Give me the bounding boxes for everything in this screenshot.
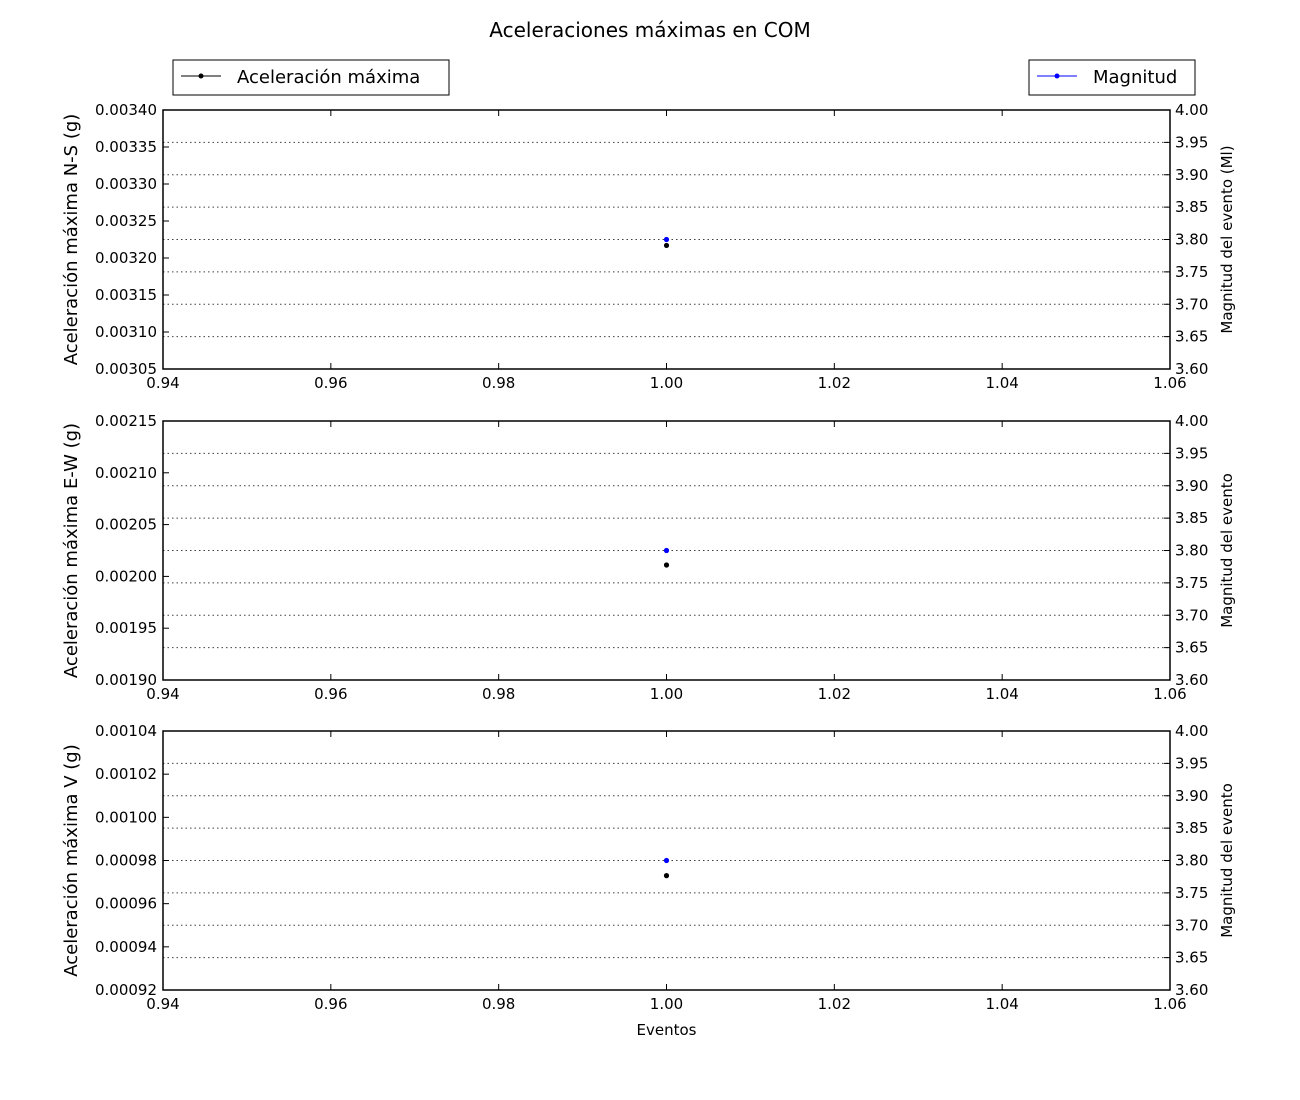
y-tick-label: 0.00330 xyxy=(95,175,157,193)
x-tick-label: 0.98 xyxy=(482,685,515,703)
subplot-1: 0.00305 0.00310 0.00315 0.00320 0.00325 0.003… xyxy=(61,101,1236,392)
x-tick-label: 1.06 xyxy=(1153,995,1186,1013)
x-axis-label: Eventos xyxy=(637,1021,697,1039)
x-tick-label: 1.00 xyxy=(650,995,683,1013)
y-tick-label: 0.00195 xyxy=(95,619,157,637)
y2-tick-label: 3.90 xyxy=(1175,166,1208,184)
legend-right-label: Magnitud xyxy=(1093,67,1177,88)
y2-tick-label: 3.70 xyxy=(1175,606,1208,624)
y-axis-label: Aceleración máxima E-W (g) xyxy=(61,423,82,678)
y-tick-label: 0.00102 xyxy=(95,765,157,783)
y2-tick-label: 3.95 xyxy=(1175,754,1208,772)
x-tick-label: 1.02 xyxy=(818,685,851,703)
subplot-2: 0.00190 0.00195 0.00200 0.00205 0.00210 0.002… xyxy=(61,412,1236,703)
subplot-3: 0.00092 0.00094 0.00096 0.00098 0.00100 0.001… xyxy=(61,722,1236,1039)
y2-tick-label: 3.85 xyxy=(1175,819,1208,837)
y-tick-label: 0.00210 xyxy=(95,464,157,482)
y-tick-label: 0.00190 xyxy=(95,671,157,689)
x-tick-label: 1.00 xyxy=(650,374,683,392)
x-tick-label: 1.04 xyxy=(985,995,1018,1013)
y-tick-label: 0.00335 xyxy=(95,138,157,156)
y2-axis-label: Magnitud del evento xyxy=(1218,473,1236,628)
figure-title: Aceleraciones máximas en COM xyxy=(489,18,810,42)
x-tick-label: 1.02 xyxy=(818,374,851,392)
y2-tick-label: 3.60 xyxy=(1175,981,1208,999)
y-axis-label: Aceleración máxima V (g) xyxy=(61,744,82,977)
y2-tick-label: 3.95 xyxy=(1175,133,1208,151)
plot-frame xyxy=(162,420,1171,681)
x-tick-label: 0.96 xyxy=(314,374,347,392)
magnitude-point xyxy=(663,236,670,243)
y2-axis-label: Magnitud del evento xyxy=(1218,783,1236,938)
y2-tick-label: 3.65 xyxy=(1175,949,1208,967)
legend-right: Magnitud xyxy=(1028,59,1196,96)
x-tick-label: 1.06 xyxy=(1153,374,1186,392)
legend-left-label: Aceleración máxima xyxy=(237,67,420,88)
y-tick-label: 0.00200 xyxy=(95,567,157,585)
x-tick-label: 0.98 xyxy=(482,374,515,392)
x-tick-label: 1.04 xyxy=(985,685,1018,703)
magnitude-point xyxy=(663,857,670,864)
y-axis-label: Aceleración máxima N-S (g) xyxy=(61,114,82,366)
acceleration-point xyxy=(663,242,670,249)
y-tick-label: 0.00100 xyxy=(95,808,157,826)
y-tick-label: 0.00340 xyxy=(95,101,157,119)
y2-tick-label: 3.65 xyxy=(1175,639,1208,657)
legend-left-marker xyxy=(198,73,204,79)
y2-tick-label: 3.75 xyxy=(1175,884,1208,902)
x-tick-label: 1.02 xyxy=(818,995,851,1013)
y2-tick-label: 3.85 xyxy=(1175,509,1208,527)
y-tick-label: 0.00320 xyxy=(95,249,157,267)
y2-tick-label: 3.80 xyxy=(1175,852,1208,870)
y2-tick-label: 4.00 xyxy=(1175,101,1208,119)
magnitude-point xyxy=(663,547,670,554)
y-tick-label: 0.00104 xyxy=(95,722,157,740)
y-tick-label: 0.00205 xyxy=(95,516,157,534)
x-tick-label: 1.04 xyxy=(985,374,1018,392)
y2-tick-label: 4.00 xyxy=(1175,412,1208,430)
x-tick-label: 1.06 xyxy=(1153,685,1186,703)
y2-tick-label: 3.60 xyxy=(1175,360,1208,378)
legend-right-marker xyxy=(1054,73,1060,79)
x-tick-label: 0.94 xyxy=(146,995,179,1013)
x-tick-label: 0.96 xyxy=(314,995,347,1013)
y2-tick-label: 3.75 xyxy=(1175,263,1208,281)
plot-frame xyxy=(162,730,1171,991)
y2-tick-label: 3.60 xyxy=(1175,671,1208,689)
legend-left: Aceleración máxima xyxy=(172,59,450,96)
y2-tick-label: 4.00 xyxy=(1175,722,1208,740)
y2-tick-label: 3.80 xyxy=(1175,542,1208,560)
y2-tick-label: 3.90 xyxy=(1175,787,1208,805)
y2-tick-label: 3.90 xyxy=(1175,477,1208,495)
x-tick-label: 0.94 xyxy=(146,374,179,392)
plot-frame xyxy=(162,109,1171,370)
y-tick-label: 0.00096 xyxy=(95,895,157,913)
y-tick-label: 0.00094 xyxy=(95,938,157,956)
y2-axis-label: Magnitud del evento (Ml) xyxy=(1218,145,1236,333)
y-tick-label: 0.00098 xyxy=(95,852,157,870)
y-tick-label: 0.00305 xyxy=(95,360,157,378)
y2-tick-label: 3.95 xyxy=(1175,444,1208,462)
x-tick-label: 0.98 xyxy=(482,995,515,1013)
y-tick-label: 0.00325 xyxy=(95,212,157,230)
x-tick-label: 0.96 xyxy=(314,685,347,703)
legend-left-box xyxy=(172,59,450,96)
y2-tick-label: 3.80 xyxy=(1175,231,1208,249)
y2-tick-label: 3.70 xyxy=(1175,916,1208,934)
y-tick-label: 0.00215 xyxy=(95,412,157,430)
y2-tick-label: 3.75 xyxy=(1175,574,1208,592)
y-tick-label: 0.00315 xyxy=(95,286,157,304)
acceleration-point xyxy=(663,873,670,879)
y-tick-label: 0.00310 xyxy=(95,323,157,341)
x-tick-label: 1.00 xyxy=(650,685,683,703)
y2-tick-label: 3.65 xyxy=(1175,328,1208,346)
acceleration-point xyxy=(663,562,670,568)
subplots: 0.00305 0.00310 0.00315 0.00320 0.00325 0.003… xyxy=(61,101,1236,1039)
y2-tick-label: 3.85 xyxy=(1175,198,1208,216)
y-tick-label: 0.00092 xyxy=(95,981,157,999)
x-tick-label: 0.94 xyxy=(146,685,179,703)
y2-tick-label: 3.70 xyxy=(1175,295,1208,313)
